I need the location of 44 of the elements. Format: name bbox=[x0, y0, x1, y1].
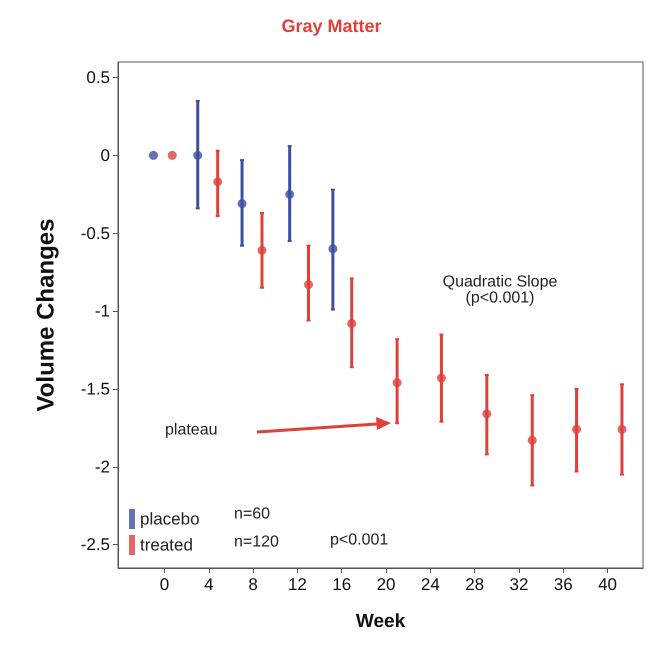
annotation: plateau bbox=[165, 422, 218, 438]
x-tick-label: 20 bbox=[376, 575, 396, 594]
y-tick-label: -1 bbox=[94, 302, 110, 321]
x-tick-label: 24 bbox=[420, 575, 440, 594]
x-axis-title: Week bbox=[356, 611, 406, 632]
y-tick-label: -1.5 bbox=[80, 379, 110, 398]
y-tick-label: -2 bbox=[94, 457, 110, 476]
point bbox=[347, 319, 356, 328]
point bbox=[528, 436, 537, 445]
x-tick-label: 32 bbox=[509, 575, 528, 594]
point bbox=[328, 244, 338, 254]
point bbox=[617, 424, 626, 434]
point bbox=[304, 280, 314, 290]
legend-label: placebo bbox=[140, 510, 200, 528]
y-axis-title: Volume Changes bbox=[32, 218, 60, 412]
x-tick-label: 40 bbox=[598, 575, 618, 594]
x-tick-label: 36 bbox=[554, 575, 573, 594]
point bbox=[148, 150, 158, 160]
annotation: p<0.001 bbox=[330, 532, 388, 548]
x-tick-label: 0 bbox=[160, 575, 170, 594]
x-tick-label: 8 bbox=[248, 575, 258, 594]
x-tick-label: 16 bbox=[332, 575, 352, 594]
legend-label: treated bbox=[140, 536, 193, 554]
point bbox=[392, 378, 402, 388]
point bbox=[285, 190, 294, 199]
point bbox=[238, 199, 247, 208]
y-tick-label: -0.5 bbox=[80, 224, 110, 243]
chart-title: Gray Matter bbox=[281, 16, 382, 36]
annotation: n=60 bbox=[234, 506, 270, 522]
point bbox=[257, 246, 266, 255]
x-tick-label: 4 bbox=[204, 575, 214, 594]
annotation: n=120 bbox=[234, 534, 280, 550]
x-tick-label: 28 bbox=[465, 575, 484, 594]
point bbox=[193, 150, 202, 160]
point bbox=[572, 424, 582, 434]
x-tick-label: 12 bbox=[288, 575, 307, 594]
point bbox=[482, 409, 492, 418]
point bbox=[168, 150, 177, 160]
point bbox=[213, 177, 222, 186]
y-tick-label: 0.5 bbox=[86, 68, 110, 88]
y-tick-label: -2.5 bbox=[80, 535, 110, 554]
annotation: Quadratic Slope (p<0.001) bbox=[442, 274, 558, 306]
point bbox=[436, 374, 446, 383]
y-tick-label: 0 bbox=[100, 146, 110, 165]
